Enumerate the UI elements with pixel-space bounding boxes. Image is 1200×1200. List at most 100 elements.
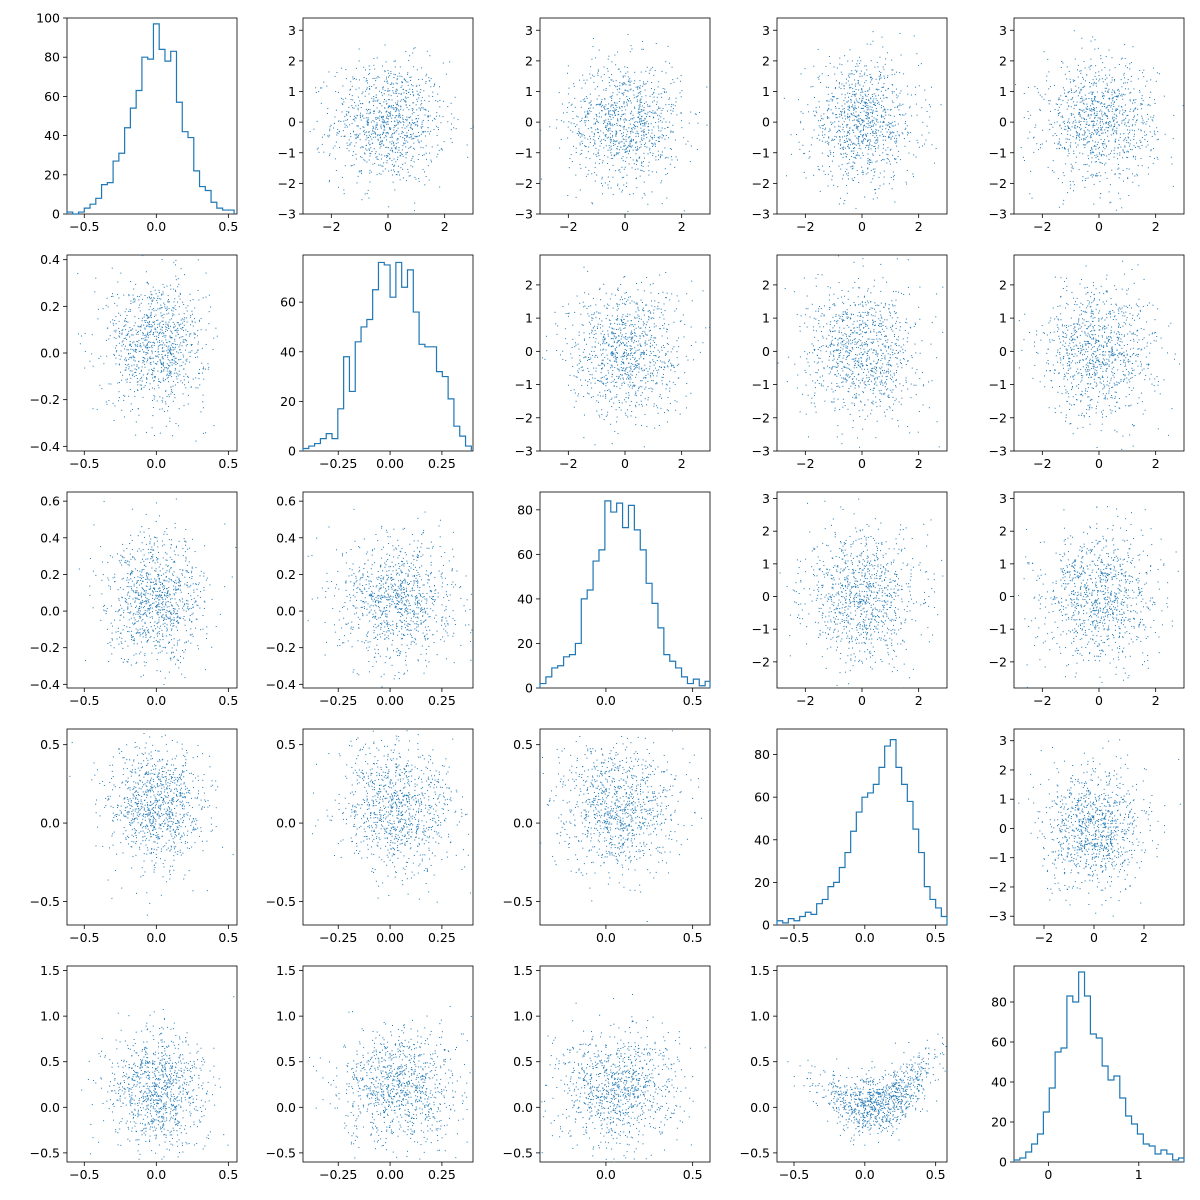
panel-r1-c3-point — [622, 149, 623, 150]
panel-r1-c4-point — [869, 125, 870, 126]
panel-r1-c2-point — [404, 140, 405, 141]
panel-r1-c5-point — [1149, 97, 1150, 98]
panel-r1-c4-point — [848, 139, 849, 140]
panel-r1-c3-point — [617, 140, 618, 141]
panel-r1-c5-point — [1157, 159, 1158, 160]
panel-r2-c1-point — [97, 409, 98, 410]
panel-r1-c5-point — [1039, 109, 1040, 110]
panel-r1-c3-point — [613, 139, 614, 140]
panel-r2-c1-point — [163, 342, 164, 343]
panel-r1-c4-point — [860, 118, 861, 119]
panel-r1-c3-point — [585, 146, 586, 147]
panel-r2-c1-point — [123, 340, 124, 341]
panel-r1-c3-point — [625, 136, 626, 137]
panel-r1-c2-point — [338, 120, 339, 121]
panel-r1-c3-point — [582, 75, 583, 76]
panel-r1-c4-point — [861, 89, 862, 90]
panel-r1-c4-point — [858, 120, 859, 121]
panel-r1-c2-point — [318, 147, 319, 148]
panel-r1-c4-point — [842, 129, 843, 130]
panel-r1-c5-point — [1034, 137, 1035, 138]
panel-r2-c1-point — [196, 352, 197, 353]
panel-r1-c3-point — [674, 82, 675, 83]
panel-r2-c1-point — [173, 262, 174, 263]
panel-r1-c3-point — [623, 82, 624, 83]
panel-r1-c3-point — [650, 152, 651, 153]
panel-r2-c1-point — [137, 344, 138, 345]
panel-r1-c4-point — [809, 151, 810, 152]
panel-r1-c4-point — [887, 158, 888, 159]
panel-r1-c5-point — [1121, 123, 1122, 124]
panel-r1-c2-ytick-label: −2 — [278, 176, 296, 191]
panel-r1-c5-point — [1068, 92, 1069, 93]
panel-r1-c1-ytick-label: 80 — [44, 50, 60, 65]
panel-r2-c1-point — [162, 332, 163, 333]
panel-r1-c3-point — [639, 88, 640, 89]
panel-r1-c3-point — [593, 38, 594, 39]
panel-r1-c3-point — [617, 146, 618, 147]
panel-r1-c3-point — [603, 107, 604, 108]
panel-r2-c1-point — [163, 364, 164, 365]
panel-r2-c1-point — [185, 364, 186, 365]
panel-r2-c1-point — [149, 341, 150, 342]
panel-r1-c5-point — [1067, 66, 1068, 67]
panel-r1-c5-point — [1097, 101, 1098, 102]
panel-r1-c3-point — [654, 89, 655, 90]
panel-r1-c4-point — [840, 153, 841, 154]
panel-r1-c3-point — [579, 132, 580, 133]
panel-r1-c3-point — [630, 89, 631, 90]
panel-r1-c5-point — [1092, 132, 1093, 133]
panel-r1-c2-point — [379, 103, 380, 104]
panel-r1-c2-point — [383, 145, 384, 146]
panel-r1-c2-point — [379, 135, 380, 136]
panel-r2-c1-point — [124, 359, 125, 360]
panel-r1-c3-point — [634, 163, 635, 164]
panel-r1-c5-point — [1150, 79, 1151, 80]
panel-r1-c5-point — [1093, 124, 1094, 125]
panel-r1-c4-point — [852, 166, 853, 167]
panel-r1-c4-point — [900, 159, 901, 160]
panel-r1-c5-point — [1067, 139, 1068, 140]
panel-r1-c2-point — [386, 104, 387, 105]
panel-r1-c5-point — [1124, 94, 1125, 95]
panel-r1-c3-point — [608, 71, 609, 72]
panel-r2-c1-point — [181, 268, 182, 269]
panel-r1-c3-point — [639, 107, 640, 108]
panel-r1-c2-point — [382, 119, 383, 120]
panel-r1-c2-point — [396, 90, 397, 91]
panel-r2-c1-point — [175, 335, 176, 336]
panel-r2-c1-point — [124, 320, 125, 321]
panel-r1-c4-point — [854, 79, 855, 80]
panel-r1-c3-point — [585, 167, 586, 168]
panel-r1-c5-point — [1083, 109, 1084, 110]
panel-r1-c4-point — [883, 148, 884, 149]
panel-r1-c4-point — [844, 121, 845, 122]
panel-r1-c5-point — [1119, 177, 1120, 178]
panel-r1-c3-point — [596, 116, 597, 117]
panel-r2-c1-point — [162, 259, 163, 260]
panel-r1-c5-point — [1108, 110, 1109, 111]
panel-r1-c5-point — [1122, 58, 1123, 59]
panel-r1-c2-point — [354, 134, 355, 135]
panel-r2-c1-point — [201, 318, 202, 319]
panel-r1-c5-point — [1114, 120, 1115, 121]
panel-r1-c4-point — [858, 136, 859, 137]
panel-r1-c2-point — [388, 153, 389, 154]
panel-r1-c4-point — [925, 140, 926, 141]
panel-r1-c2-point — [409, 77, 410, 78]
panel-r1-c5-point — [1098, 142, 1099, 143]
panel-r1-c2-point — [400, 117, 401, 118]
panel-r1-c4-point — [852, 168, 853, 169]
panel-r2-c1-point — [106, 401, 107, 402]
panel-r1-c3-point — [640, 124, 641, 125]
panel-r1-c5-point — [1109, 98, 1110, 99]
panel-r1-c2-point — [403, 121, 404, 122]
panel-r1-c2-point — [366, 162, 367, 163]
panel-r1-c5-point — [1123, 170, 1124, 171]
panel-r2-c1-point — [92, 334, 93, 335]
panel-r1-c3-point — [630, 124, 631, 125]
panel-r1-c2-point — [386, 79, 387, 80]
panel-r1-c3-point — [631, 113, 632, 114]
panel-r2-c1-point — [146, 320, 147, 321]
panel-r1-c2-point — [379, 142, 380, 143]
